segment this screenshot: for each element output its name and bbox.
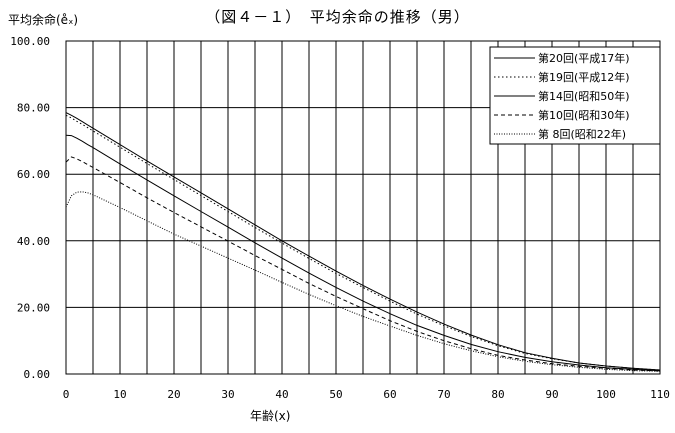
grid [65, 40, 661, 375]
legend: 第20回(平成17年) 第19回(平成12年) 第14回(昭和50年) 第10回(昭和… [489, 46, 661, 145]
x-tick-label: 70 [437, 388, 450, 401]
x-tick-label: 30 [221, 388, 234, 401]
x-tick-label: 110 [650, 388, 670, 401]
legend-label-3: 第14回(昭和50年) [538, 89, 630, 103]
x-tick-label: 10 [113, 388, 126, 401]
series-line-4 [65, 156, 661, 372]
y-tick-label: 100.00 [10, 35, 50, 48]
legend-label-2: 第19回(平成12年) [538, 70, 630, 84]
y-tick-label: 60.00 [17, 168, 50, 181]
y-axis-label: 平均余命(e̊ₓ) [8, 13, 79, 27]
y-tick-label: 80.00 [17, 102, 50, 115]
x-tick-label: 100 [596, 388, 616, 401]
x-tick-label: 50 [329, 388, 342, 401]
legend-label-4: 第10回(昭和30年) [538, 108, 630, 122]
x-tick-label: 40 [275, 388, 288, 401]
x-tick-label: 90 [545, 388, 558, 401]
legend-box [489, 46, 661, 145]
axis-ticks: 0 10 20 30 40 50 60 70 80 90 100 110 0.00 20.00 40.00 6… [10, 35, 670, 401]
x-tick-label: 20 [167, 388, 180, 401]
x-tick-label: 80 [491, 388, 504, 401]
series-line-3 [65, 134, 661, 372]
plot-frame [65, 40, 661, 375]
chart-title: （図４－１） 平均余命の推移（男） [205, 8, 470, 26]
x-tick-label: 60 [383, 388, 396, 401]
legend-label-5: 第 8回(昭和22年) [538, 127, 626, 141]
y-tick-label: 0.00 [24, 368, 51, 381]
y-tick-label: 40.00 [17, 235, 50, 248]
y-tick-label: 20.00 [17, 301, 50, 314]
x-axis-label: 年齢(x) [250, 409, 291, 423]
x-tick-label: 0 [63, 388, 70, 401]
series-lines [65, 112, 661, 372]
series-line-2 [65, 114, 661, 371]
legend-label-1: 第20回(平成17年) [538, 51, 630, 65]
